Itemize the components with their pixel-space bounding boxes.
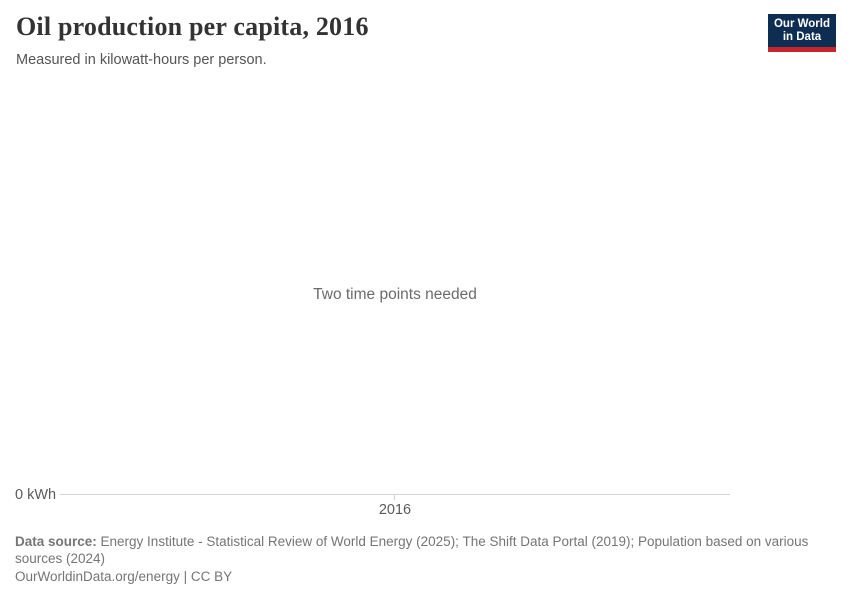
empty-chart-message: Two time points needed xyxy=(313,286,477,303)
data-source-note: Data source: Energy Institute - Statisti… xyxy=(15,533,830,567)
owid-logo-line1: Our World xyxy=(773,17,830,30)
owid-logo[interactable]: Our World in Data xyxy=(768,14,836,52)
x-axis-tick-label: 2016 xyxy=(378,502,412,518)
x-axis-tick-2016 xyxy=(394,495,395,500)
license-link[interactable]: OurWorldinData.org/energy | CC BY xyxy=(15,569,233,584)
x-axis-line xyxy=(60,494,730,495)
chart-subtitle: Measured in kilowatt-hours per person. xyxy=(16,52,267,68)
y-axis-zero-label: 0 kWh xyxy=(15,487,57,503)
data-source-label: Data source: xyxy=(15,534,97,549)
data-source-text: Energy Institute - Statistical Review of… xyxy=(15,534,809,566)
page-title: Oil production per capita, 2016 xyxy=(16,12,369,41)
owid-logo-line2: in Data xyxy=(782,30,822,43)
